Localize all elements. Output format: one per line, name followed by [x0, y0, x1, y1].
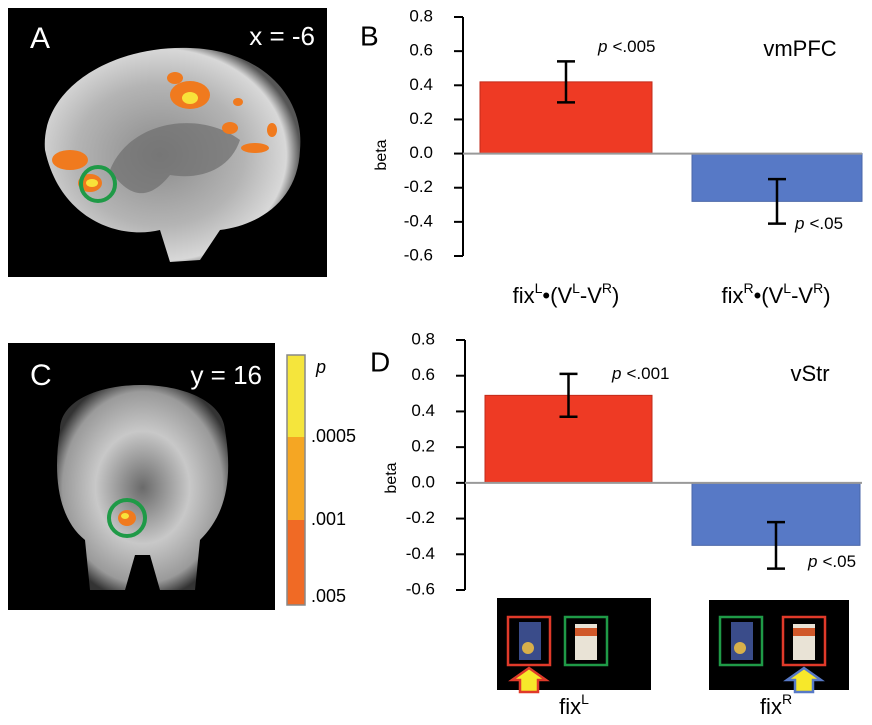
category-text: fix — [760, 694, 782, 719]
y-tick-label: 0.2 — [411, 437, 435, 456]
x-category-label: fixL•(VL-VR) — [513, 280, 620, 308]
colorbar-title: p — [315, 357, 326, 377]
p-value-part: <.005 — [612, 37, 655, 56]
colorbar-label: .001 — [311, 509, 346, 529]
p-value-part: p — [807, 552, 817, 571]
category-text: fix — [559, 694, 581, 719]
superscript: R — [602, 280, 612, 296]
y-tick-label: -0.2 — [404, 177, 433, 196]
y-tick-label: 0.8 — [411, 329, 435, 348]
superscript: R — [782, 691, 792, 707]
y-axis-label: beta — [383, 462, 400, 493]
category-text: •(V — [754, 283, 784, 308]
p-value-part: p — [611, 364, 621, 383]
p-value-part: p — [597, 37, 607, 56]
p-value-annotation: p <.001 — [611, 364, 669, 383]
category-text: -V — [791, 283, 813, 308]
slice-coordinate: x = -6 — [249, 21, 315, 51]
chart-title: vmPFC — [763, 36, 836, 61]
panel-label: C — [30, 359, 52, 392]
y-tick-label: 0.0 — [411, 472, 435, 491]
y-tick-label: 0.4 — [409, 75, 433, 94]
category-text: -V — [580, 283, 602, 308]
y-tick-label: -0.4 — [404, 211, 433, 230]
y-tick-label: 0.8 — [409, 6, 433, 25]
panel-label: A — [30, 22, 50, 55]
y-tick-label: 0.0 — [409, 143, 433, 162]
p-value-part: <.05 — [822, 552, 856, 571]
x-category-label: fixR — [760, 691, 792, 719]
superscript: L — [535, 280, 543, 296]
category-text: ) — [823, 283, 830, 308]
superscript: R — [743, 280, 753, 296]
superscript: L — [581, 691, 589, 707]
category-text: •(V — [542, 283, 572, 308]
stimulus-left — [497, 598, 651, 692]
figure: Ax = -6 Cy = 16 p .0005 .001 .005 BvmPFC beta -0… — [0, 0, 872, 725]
p-value-annotation: p <.005 — [597, 37, 655, 56]
y-tick-label: 0.6 — [411, 365, 435, 384]
y-axis-label: beta — [373, 139, 390, 170]
p-value-part: <.001 — [626, 364, 669, 383]
panel-label: D — [370, 346, 390, 377]
p-value-annotation: p <.05 — [794, 214, 843, 233]
category-text: ) — [612, 283, 619, 308]
superscript: R — [813, 280, 823, 296]
y-tick-label: -0.6 — [404, 245, 433, 264]
y-tick-label: -0.6 — [406, 579, 435, 598]
x-category-label: fixL — [559, 691, 589, 719]
x-category-label: fixR•(VL-VR) — [721, 280, 830, 308]
y-tick-label: 0.2 — [409, 109, 433, 128]
superscript: L — [572, 280, 580, 296]
slice-coordinate: y = 16 — [190, 360, 262, 390]
p-value-part: <.05 — [809, 214, 843, 233]
colorbar — [287, 355, 305, 605]
colorbar-label: .0005 — [311, 426, 356, 446]
p-value-annotation: p <.05 — [807, 552, 856, 571]
y-tick-label: 0.6 — [409, 41, 433, 60]
superscript: L — [783, 280, 791, 296]
chart-title: vStr — [790, 361, 829, 386]
y-tick-label: -0.2 — [406, 508, 435, 527]
colorbar-label: .005 — [311, 586, 346, 606]
category-text: fix — [513, 283, 535, 308]
y-tick-label: 0.4 — [411, 401, 435, 420]
p-value-part: p — [794, 214, 804, 233]
panel-label: B — [360, 20, 379, 51]
category-text: fix — [721, 283, 743, 308]
y-tick-label: -0.4 — [406, 544, 435, 563]
stimulus-right — [709, 600, 849, 692]
